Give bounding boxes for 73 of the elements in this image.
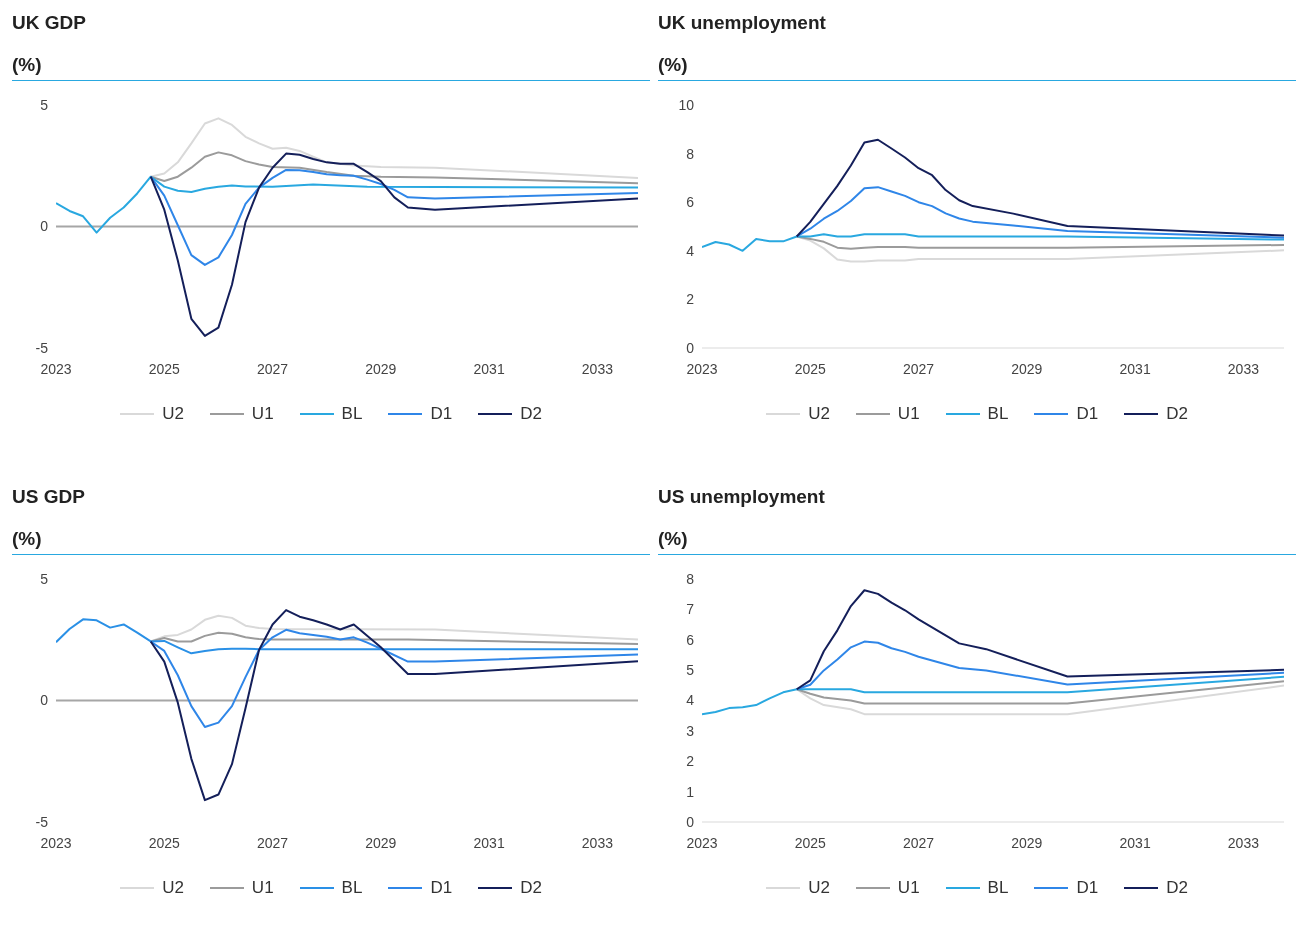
y-tick-label: 5 <box>686 662 695 679</box>
legend-label: BL <box>341 404 363 424</box>
chart-title: UK unemployment <box>658 11 827 35</box>
y-tick-label: 6 <box>686 631 695 648</box>
legend-label: D2 <box>520 404 542 424</box>
x-tick-label: 2029 <box>1011 360 1043 377</box>
x-tick-label: 2031 <box>1119 360 1151 377</box>
x-tick-label: 2027 <box>256 360 289 377</box>
legend-label: U1 <box>897 878 920 898</box>
y-tick-label: 6 <box>686 194 695 211</box>
y-tick-label: 8 <box>686 145 695 162</box>
y-tick-label: 5 <box>40 96 49 113</box>
x-tick-label: 2023 <box>40 360 72 377</box>
x-tick-label: 2023 <box>686 834 718 851</box>
legend-label: U2 <box>808 404 830 424</box>
x-tick-label: 2025 <box>794 834 827 851</box>
x-tick-label: 2029 <box>1011 834 1043 851</box>
x-tick-label: 2025 <box>148 360 181 377</box>
legend-label: D1 <box>1076 878 1099 898</box>
chart-title: US GDP <box>12 485 86 509</box>
y-tick-label: 10 <box>678 96 695 113</box>
legend-label: U2 <box>162 404 184 424</box>
y-tick-label: 7 <box>686 601 695 618</box>
x-tick-label: 2031 <box>473 834 505 851</box>
legend-label: BL <box>987 404 1009 424</box>
y-axis-title: (%) <box>658 46 1296 81</box>
legend-label: BL <box>987 878 1009 898</box>
x-tick-label: 2029 <box>365 360 397 377</box>
legend-label: U2 <box>162 878 184 898</box>
chart-title: US unemployment <box>658 485 826 509</box>
y-tick-label: -5 <box>35 813 49 830</box>
x-tick-label: 2023 <box>40 834 72 851</box>
legend-label: BL <box>341 878 363 898</box>
legend-label: U1 <box>897 404 920 424</box>
x-tick-label: 2029 <box>365 834 397 851</box>
x-tick-label: 2033 <box>1227 834 1260 851</box>
y-tick-label: 4 <box>686 692 695 709</box>
y-axis-title: (%) <box>12 520 650 555</box>
y-tick-label: 8 <box>686 570 695 587</box>
y-axis-title: (%) <box>658 520 1296 555</box>
x-tick-label: 2033 <box>1227 360 1260 377</box>
y-tick-label: -5 <box>35 339 49 356</box>
y-tick-label: 2 <box>686 753 695 770</box>
x-tick-label: 2031 <box>473 360 505 377</box>
y-tick-label: 1 <box>686 783 695 800</box>
legend-label: U1 <box>251 404 274 424</box>
legend-label: D2 <box>520 878 542 898</box>
y-axis-title: (%) <box>12 46 650 81</box>
x-tick-label: 2033 <box>581 834 614 851</box>
x-tick-label: 2027 <box>256 834 289 851</box>
x-tick-label: 2025 <box>148 834 181 851</box>
x-tick-label: 2023 <box>686 360 718 377</box>
y-tick-label: 0 <box>686 813 695 830</box>
y-tick-label: 0 <box>40 692 49 709</box>
x-tick-label: 2027 <box>902 360 935 377</box>
legend-label: D2 <box>1166 404 1188 424</box>
legend-label: D1 <box>1076 404 1099 424</box>
y-tick-label: 0 <box>40 218 49 235</box>
x-tick-label: 2025 <box>794 360 827 377</box>
y-tick-label: 5 <box>40 570 49 587</box>
legend-label: U2 <box>808 878 830 898</box>
chart-title: UK GDP <box>12 11 87 35</box>
legend-label: U1 <box>251 878 274 898</box>
legend-label: D1 <box>430 878 453 898</box>
y-tick-label: 4 <box>686 242 695 259</box>
y-tick-label: 2 <box>686 291 695 308</box>
y-tick-label: 3 <box>686 722 695 739</box>
x-tick-label: 2027 <box>902 834 935 851</box>
legend-label: D1 <box>430 404 453 424</box>
y-tick-label: 0 <box>686 339 695 356</box>
x-tick-label: 2033 <box>581 360 614 377</box>
x-tick-label: 2031 <box>1119 834 1151 851</box>
legend-label: D2 <box>1166 878 1188 898</box>
